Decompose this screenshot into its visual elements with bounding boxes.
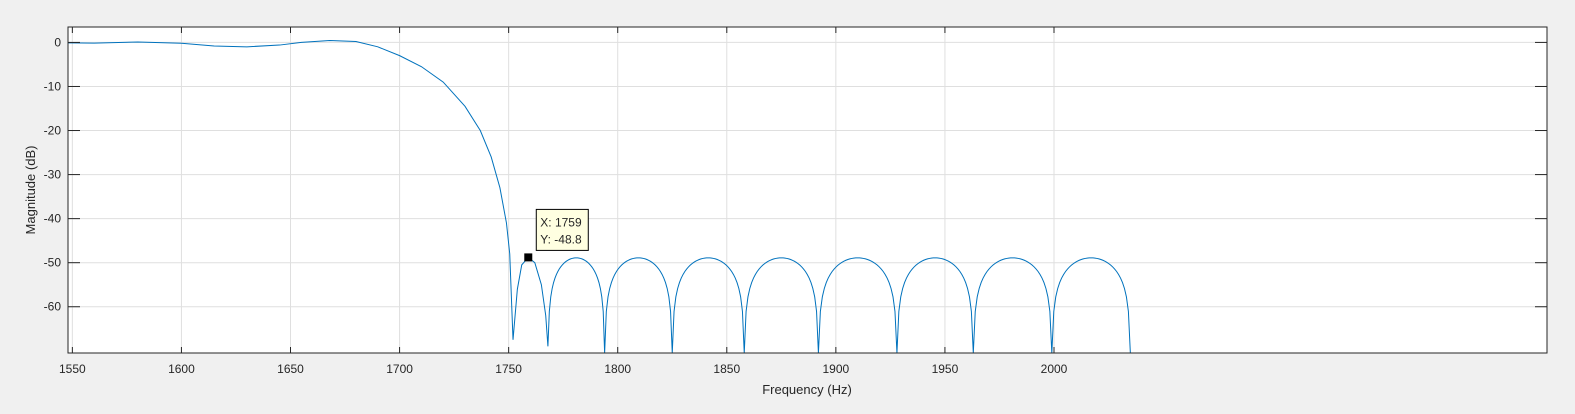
x-tick-label: 1650 [277, 362, 304, 376]
y-tick-label: -30 [44, 168, 62, 182]
data-tip-marker[interactable] [524, 253, 533, 262]
x-tick-label: 1950 [932, 362, 959, 376]
y-tick-label: -60 [44, 300, 62, 314]
y-axis-label: Magnitude (dB) [23, 146, 38, 235]
x-tick-label: 1800 [604, 362, 631, 376]
y-tick-label: 0 [54, 35, 61, 49]
axes-box [67, 26, 1548, 354]
x-tick-label: 1750 [495, 362, 522, 376]
x-tick-label: 1850 [713, 362, 740, 376]
x-tick-label: 1700 [386, 362, 413, 376]
y-tick-labels: 0 -10 -20 -30 -40 -50 -60 [44, 35, 62, 313]
y-tick-label: -20 [44, 124, 62, 138]
axis-ticks [68, 27, 1547, 353]
x-tick-label: 2000 [1041, 362, 1068, 376]
x-axis-label: Frequency (Hz) [762, 382, 852, 397]
y-tick-label: -10 [44, 79, 62, 93]
data-tip-x-label: X: 1759 [540, 215, 582, 229]
data-tip[interactable]: X: 1759 Y: -48.8 [524, 208, 589, 262]
magnitude-curve[interactable] [68, 39, 1131, 353]
x-tick-labels: 1550 1600 1650 1700 1750 1800 1850 1900 1950 2000 [59, 362, 1068, 376]
x-tick-label: 1600 [168, 362, 195, 376]
x-tick-label: 1550 [59, 362, 86, 376]
axes-background [68, 27, 1547, 353]
y-tick-label: -40 [44, 212, 62, 226]
x-tick-label: 1900 [823, 362, 850, 376]
plot-area[interactable] [68, 39, 1131, 353]
y-tick-label: -50 [44, 256, 62, 270]
data-tip-box[interactable] [535, 208, 589, 251]
grid-lines [68, 27, 1547, 353]
data-tip-y-label: Y: -48.8 [540, 232, 582, 246]
